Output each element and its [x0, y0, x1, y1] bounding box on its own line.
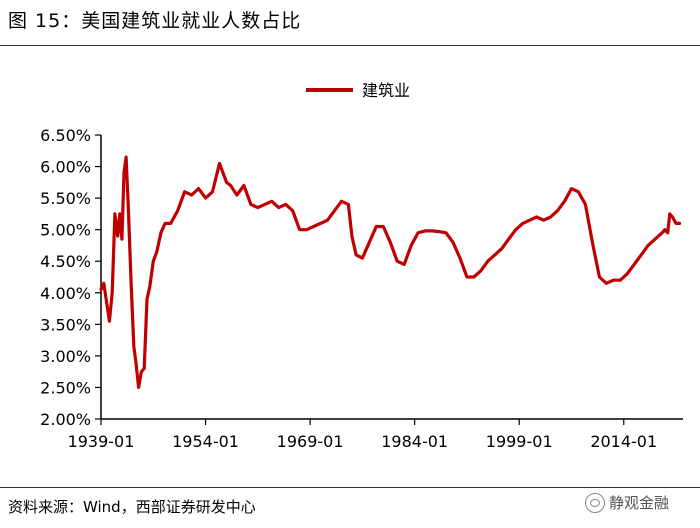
y-tick-label: 2.50% — [40, 378, 91, 397]
top-rule — [0, 45, 700, 46]
wechat-icon — [585, 492, 605, 513]
y-tick-label: 6.50% — [40, 126, 91, 145]
y-tick-label: 2.00% — [40, 410, 91, 429]
y-tick-label: 6.00% — [40, 158, 91, 177]
y-tick-label: 5.50% — [40, 189, 91, 208]
y-tick-label: 4.50% — [40, 252, 91, 271]
y-tick-label: 3.50% — [40, 315, 91, 334]
figure-title: 图 15：美国建筑业就业人数占比 — [8, 10, 302, 32]
y-tick-label: 4.00% — [40, 284, 91, 303]
line-chart: 建筑业 2.00% 2.50% 3.00% 3.50% 4.00% 4.50% 5.00% 5… — [40, 81, 683, 451]
legend-label: 建筑业 — [362, 81, 410, 100]
legend: 建筑业 — [306, 81, 410, 100]
series-line-0 — [99, 155, 682, 389]
x-axis-ticks: 1939-01 1954-01 1969-01 1984-01 1999-01 2014-… — [68, 419, 657, 451]
axes — [100, 135, 683, 420]
x-tick-label: 1999-01 — [486, 432, 553, 451]
x-tick-label: 1954-01 — [172, 432, 239, 451]
x-tick-label: 1969-01 — [277, 432, 344, 451]
y-axis-ticks: 2.00% 2.50% 3.00% 3.50% 4.00% 4.50% 5.00% 5.50%… — [40, 126, 101, 429]
watermark-label: 静观金融 — [609, 494, 670, 512]
series-group — [99, 155, 682, 389]
y-tick-label: 5.00% — [40, 221, 91, 240]
x-tick-label: 2014-01 — [590, 432, 657, 451]
source-note: 资料来源：Wind，西部证券研发中心 — [8, 498, 256, 516]
x-tick-label: 1939-01 — [68, 432, 135, 451]
y-tick-label: 3.00% — [40, 347, 91, 366]
x-tick-label: 1984-01 — [381, 432, 448, 451]
watermark: 静观金融 — [585, 492, 669, 513]
bottom-rule — [0, 487, 700, 488]
